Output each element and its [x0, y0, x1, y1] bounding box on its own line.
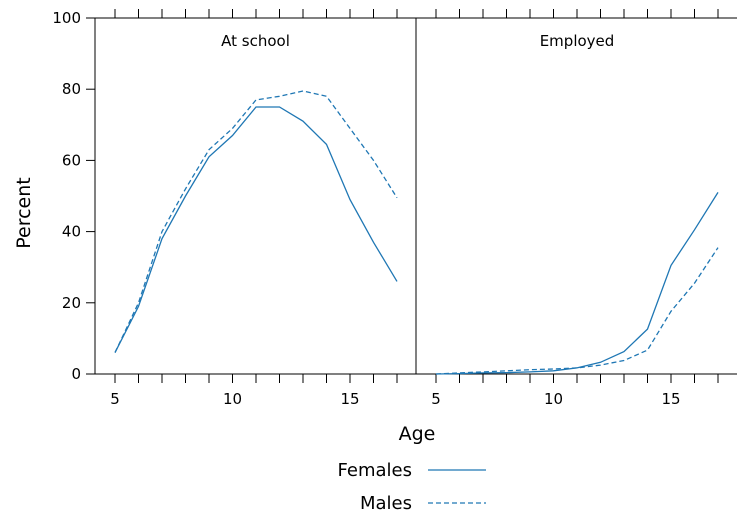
panel-1: Employed 5 10 15	[415, 9, 737, 408]
panel-title: Employed	[540, 32, 615, 50]
series-females-line	[114, 106, 398, 353]
panel-0: At school 5 10 15	[94, 9, 417, 408]
x-tick-label: 5	[431, 390, 441, 408]
x-tick-label: 10	[544, 390, 563, 408]
x-tick-label: 5	[110, 390, 120, 408]
y-tick-label: 20	[62, 294, 81, 312]
legend: Females Males	[338, 460, 486, 510]
series-females-line	[435, 192, 719, 375]
y-tick-label: 100	[52, 9, 81, 27]
y-tick-label: 0	[71, 365, 81, 383]
panel-border	[94, 17, 417, 375]
panel-border	[415, 17, 737, 375]
series-males-line	[435, 247, 719, 375]
x-tick-label: 10	[223, 390, 242, 408]
x-tick-label: 15	[340, 390, 359, 408]
y-tick-label: 40	[62, 223, 81, 241]
y-tick-label: 80	[62, 80, 81, 98]
legend-label: Males	[360, 493, 412, 510]
y-tick-label: 60	[62, 151, 81, 169]
panel-title: At school	[221, 32, 290, 50]
y-axis-label: Percent	[13, 177, 35, 249]
x-tick-label: 15	[661, 390, 680, 408]
series-males-line	[114, 90, 398, 353]
x-axis-label: Age	[399, 423, 436, 445]
legend-label: Females	[338, 460, 412, 481]
